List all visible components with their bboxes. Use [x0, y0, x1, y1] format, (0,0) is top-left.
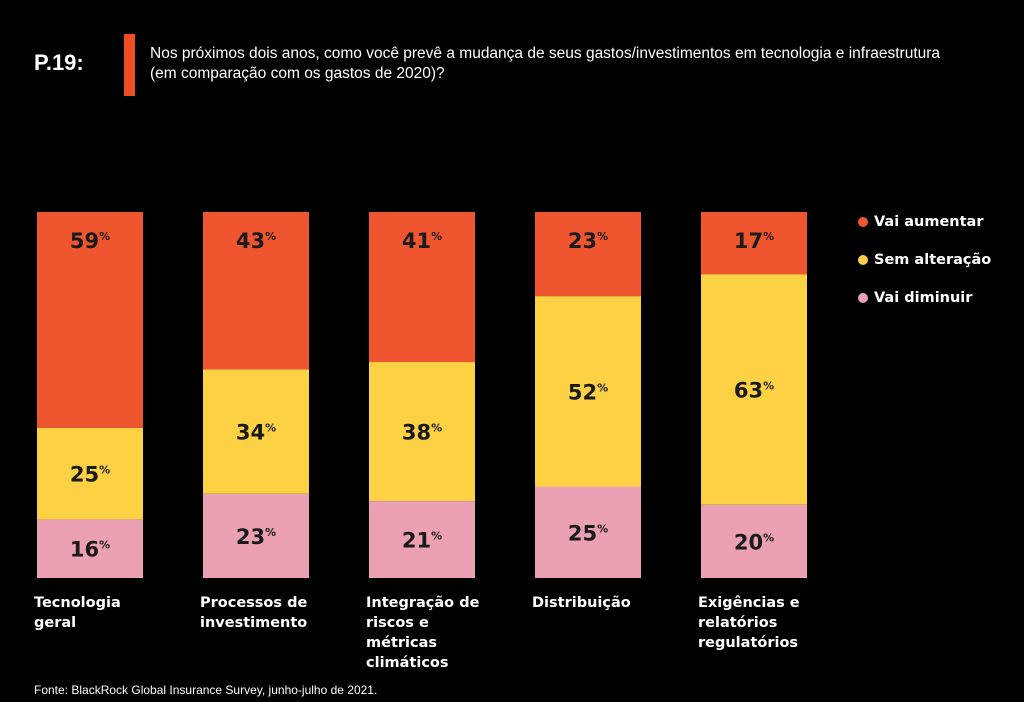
- question-line-1: Nos próximos dois anos, como você prevê …: [150, 45, 941, 62]
- data-label-0-0: 59%: [70, 229, 110, 253]
- category-label-line: regulatórios: [698, 635, 799, 651]
- data-label-3-0: 23%: [568, 229, 608, 253]
- question-line-2: (em comparação com os gastos de 2020)?: [150, 65, 445, 82]
- bar-segment-2-0: [369, 212, 475, 363]
- data-label-2-2: 21%: [402, 529, 442, 553]
- question-text: Nos próximos dois anos, como você prevê …: [150, 44, 970, 84]
- data-label-0-1: 25%: [70, 463, 110, 487]
- category-label-line: relatórios: [698, 615, 778, 631]
- data-label-2-0: 41%: [402, 229, 442, 253]
- bar-segment-1-2: [203, 493, 309, 578]
- bar-segment-3-2: [535, 486, 641, 578]
- legend-label: Vai aumentar: [874, 214, 984, 230]
- data-label-2-1: 38%: [402, 421, 442, 445]
- question-number: P.19:: [34, 50, 84, 75]
- data-label-3-2: 25%: [568, 521, 608, 545]
- category-label-line: riscos e: [366, 615, 429, 631]
- bar-segment-4-1: [701, 274, 807, 505]
- bar-segment-2-1: [369, 362, 475, 502]
- bar-segment-0-1: [37, 427, 143, 520]
- bar-segment-0-2: [37, 519, 143, 578]
- category-label-line: métricas: [366, 635, 438, 651]
- category-label-line: geral: [34, 615, 77, 631]
- data-label-0-2: 16%: [70, 538, 110, 562]
- legend-label: Sem alteração: [874, 252, 992, 268]
- legend-dot-icon: [858, 255, 868, 265]
- category-label-line: investimento: [200, 615, 308, 631]
- data-label-4-1: 63%: [734, 379, 774, 403]
- category-label-line: Tecnologia: [34, 595, 121, 611]
- category-label-3: Distribuição: [532, 593, 672, 613]
- data-label-1-1: 34%: [236, 421, 276, 445]
- bar-segment-4-0: [701, 212, 807, 275]
- legend-label: Vai diminuir: [874, 290, 973, 306]
- bar-segment-3-1: [535, 296, 641, 487]
- bar-segment-1-0: [203, 212, 309, 370]
- category-label-0: Tecnologia geral: [34, 593, 174, 633]
- bar-segment-1-1: [203, 369, 309, 494]
- category-label-line: Exigências e: [698, 595, 800, 611]
- source-note: Fonte: BlackRock Global Insurance Survey…: [34, 683, 378, 697]
- bar-segment-2-2: [369, 501, 475, 578]
- data-label-1-0: 43%: [236, 229, 276, 253]
- accent-bar: [124, 34, 135, 96]
- category-label-1: Processos de investimento: [200, 593, 340, 633]
- data-label-3-1: 52%: [568, 380, 608, 404]
- bar-segment-3-0: [535, 212, 641, 297]
- category-label-line: climáticos: [366, 655, 449, 671]
- data-label-4-2: 20%: [734, 530, 774, 554]
- legend-dot-icon: [858, 293, 868, 303]
- legend-dot-icon: [858, 217, 868, 227]
- data-label-1-2: 23%: [236, 525, 276, 549]
- category-label-line: Distribuição: [532, 595, 631, 611]
- bar-segment-0-0: [37, 212, 143, 428]
- category-label-line: Processos de: [200, 595, 308, 611]
- category-label-2: Integração de riscos e métricas climáticos: [366, 593, 506, 673]
- data-label-4-0: 17%: [734, 229, 774, 253]
- category-label-4: Exigências e relatórios regulatórios: [698, 593, 838, 653]
- bar-segment-4-2: [701, 504, 807, 578]
- category-label-line: Integração de: [366, 595, 480, 611]
